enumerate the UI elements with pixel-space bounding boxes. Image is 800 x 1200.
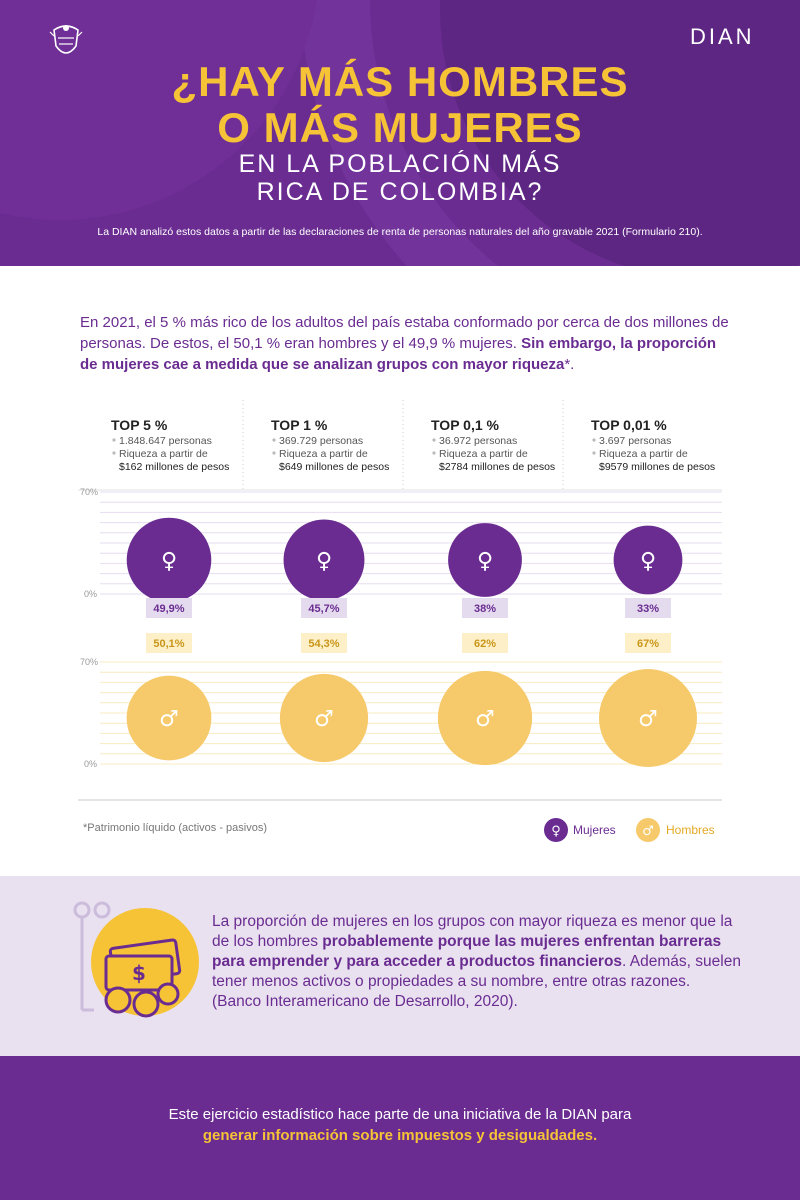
axis-label-top-max: 70% [80,487,98,497]
dian-logo: DIAN [690,24,755,49]
female-symbol-icon: ♀ [640,549,656,574]
explanation-citation: (Banco Interamericano de Desarrollo, 202… [212,993,518,1010]
legend-male-icon: ♂ [642,824,654,839]
female-symbol-icon: ♀ [477,549,493,574]
men-label-bg [462,633,508,653]
men-percent-label: 50,1% [153,638,184,650]
category-persons: 36.972 personas [439,435,517,447]
men-label-bg [146,633,192,653]
intro-paragraph: En 2021, el 5 % más rico de los adultos … [80,312,730,375]
intro-plain: En 2021, el 5 % más rico de los adultos … [80,314,729,352]
legend-female-icon: ♀ [551,824,561,839]
men-percent-label: 62% [474,638,496,650]
men-label-bg [301,633,347,653]
title-line-2: O MÁS MUJERES [217,104,583,151]
footer-line-1: Este ejercicio estadístico hace parte de… [168,1106,632,1123]
axis-label-top-min: 0% [84,589,97,599]
women-percent-label: 33% [637,603,659,615]
explanation-line-2: . Además, suelen tener menos activos o p… [212,953,741,990]
explanation-line-1: La proporción de mujeres en los grupos c… [212,913,733,950]
women-bubble [126,517,212,603]
title-line-1: ¿HAY MÁS HOMBRES [171,58,629,105]
women-label-bg [301,598,347,618]
subtitle-line-1: EN LA POBLACIÓN MÁS [238,150,562,178]
women-percent-label: 49,9% [153,603,184,615]
women-bubble [283,519,365,601]
category-title: TOP 5 % [111,417,168,433]
men-bubble [126,675,212,761]
source-note: La DIAN analizó estos datos a partir de … [97,226,703,238]
male-symbol-icon: ♂ [314,707,334,732]
women-bubble [613,525,683,595]
category-title: TOP 1 % [271,417,328,433]
bullet-dot [112,451,116,455]
footer-line-2: generar información sobre impuestos y de… [202,1127,598,1144]
male-symbol-icon: ♂ [475,707,495,732]
bullet-dot [592,451,596,455]
men-percent-label: 54,3% [308,638,339,650]
category-title: TOP 0,01 % [591,417,667,433]
legend-women-swatch [544,818,568,842]
explanation-section: $ La proporción de mujeres en los grupos… [0,876,800,1056]
category-wealth-label: Riqueza a partir de [119,448,208,460]
women-label-bg [146,598,192,618]
male-symbol-icon: ♂ [638,707,658,732]
men-percent-label: 67% [637,638,659,650]
bullet-dot [432,438,436,442]
women-percent-label: 45,7% [308,603,339,615]
category-wealth-label: Riqueza a partir de [439,448,528,460]
female-symbol-icon: ♀ [316,549,332,574]
explanation-text: La proporción de mujeres en los grupos c… [212,912,742,1012]
category-wealth-value: $9579 millones de pesos [599,461,715,473]
women-bubble [448,523,522,597]
category-persons: 1.848.647 personas [119,435,212,447]
axis-label-bottom-min: 0% [84,759,97,769]
footer-banner: Este ejercicio estadístico hace parte de… [0,1056,800,1200]
money-icon: $ [73,901,199,1018]
bubble-chart: 70%0%70%0%TOP 5 %1.848.647 personasRique… [78,400,722,842]
category-wealth-value: $2784 millones de pesos [439,461,555,473]
header-banner: DIAN ¿HAY MÁS HOMBRES O MÁS MUJERES EN L… [0,0,800,266]
bullet-dot [112,438,116,442]
bullet-dot [272,451,276,455]
svg-text:$: $ [132,961,146,985]
women-label-bg [625,598,671,618]
men-bubble [599,669,697,767]
category-wealth-value: $162 millones de pesos [119,461,229,473]
women-label-bg [462,598,508,618]
men-label-bg [625,633,671,653]
male-symbol-icon: ♂ [159,707,179,732]
intro-bold: Sin embargo, la proporción de mujeres ca… [80,335,717,373]
men-bubble [437,670,533,766]
legend-men-swatch [636,818,660,842]
intro-tail: *. [564,356,575,373]
axis-label-bottom-max: 70% [80,657,98,667]
category-wealth-label: Riqueza a partir de [279,448,368,460]
explanation-bold: probablemente porque las mujeres enfrent… [212,933,722,970]
women-percent-label: 38% [474,603,496,615]
category-persons: 3.697 personas [599,435,671,447]
legend-women-label: Mujeres [573,823,616,837]
female-symbol-icon: ♀ [161,549,177,574]
footnote: *Patrimonio líquido (activos - pasivos) [83,822,267,834]
subtitle-line-2: RICA DE COLOMBIA? [256,178,544,206]
category-persons: 369.729 personas [279,435,363,447]
bullet-dot [592,438,596,442]
category-title: TOP 0,1 % [431,417,500,433]
men-bubble [279,673,369,763]
bullet-dot [272,438,276,442]
category-wealth-value: $649 millones de pesos [279,461,389,473]
coat-of-arms-icon [49,25,83,54]
bullet-dot [432,451,436,455]
legend-men-label: Hombres [666,823,715,837]
category-wealth-label: Riqueza a partir de [599,448,688,460]
